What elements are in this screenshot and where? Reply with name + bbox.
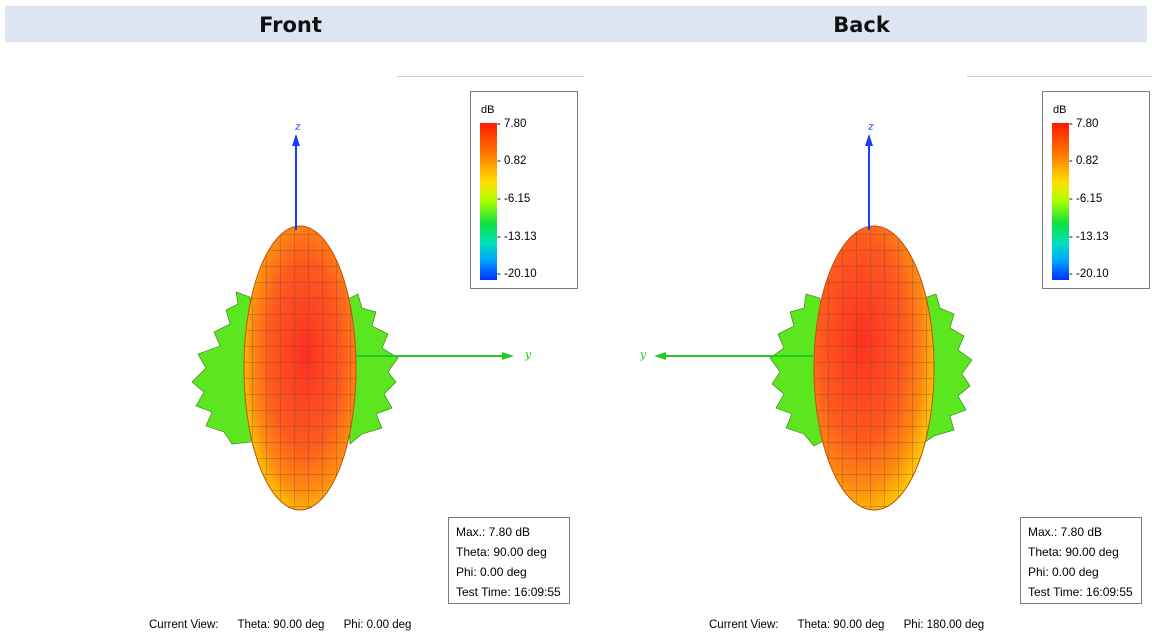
- view-border: [397, 76, 584, 77]
- current-view-theta: Theta: 90.00 deg: [797, 619, 885, 631]
- info-box: Max.: 7.80 dB Theta: 90.00 deg Phi: 0.00…: [448, 517, 570, 604]
- color-legend: dB - 7.80 - 0.82 - -6.15 - -13.13 - -20.…: [1042, 91, 1150, 289]
- left-side-lobe: [769, 293, 827, 447]
- info-box: Max.: 7.80 dB Theta: 90.00 deg Phi: 0.00…: [1020, 517, 1142, 604]
- current-view-label: Current View:: [709, 619, 779, 631]
- info-max: Max.: 7.80 dB: [1028, 525, 1103, 539]
- legend-colorbar: [480, 123, 497, 280]
- legend-tick: - -20.10: [1069, 268, 1109, 280]
- info-theta: Theta: 90.00 deg: [456, 545, 547, 559]
- front-radiation-pattern[interactable]: [0, 42, 576, 634]
- z-axis-arrow-icon: [865, 134, 873, 146]
- right-side-lobe: [921, 293, 973, 445]
- current-view-phi: Phi: 0.00 deg: [343, 619, 412, 631]
- y-axis-label: y: [640, 348, 647, 361]
- info-test-time: Test Time: 16:09:55: [456, 585, 561, 599]
- current-view-phi: Phi: 180.00 deg: [903, 619, 985, 631]
- header-bar: Front Back: [5, 6, 1147, 42]
- info-phi: Phi: 0.00 deg: [456, 565, 527, 579]
- front-panel[interactable]: z y dB - 7.80 - 0.82 - -6.15 - -13.13 - …: [0, 42, 584, 634]
- mesh-grid: [244, 226, 356, 510]
- mesh-grid: [814, 226, 934, 510]
- y-axis-arrow-icon: [654, 352, 666, 360]
- legend-tick: - -20.10: [497, 268, 537, 280]
- view-border: [967, 76, 1152, 77]
- z-axis-label: z: [868, 120, 874, 133]
- legend-unit: dB: [1053, 104, 1067, 116]
- current-view-theta: Theta: 90.00 deg: [237, 619, 325, 631]
- back-panel[interactable]: z y dB - 7.80 - 0.82 - -6.15 - -13.13 - …: [576, 42, 1152, 634]
- info-max: Max.: 7.80 dB: [456, 525, 531, 539]
- current-view-label: Current View:: [149, 619, 219, 631]
- z-axis-arrow-icon: [292, 134, 300, 146]
- legend-tick: - 0.82: [497, 155, 527, 167]
- info-phi: Phi: 0.00 deg: [1028, 565, 1099, 579]
- current-view: Current View: Theta: 90.00 deg Phi: 180.…: [709, 619, 1000, 631]
- right-side-lobe: [345, 293, 399, 445]
- z-axis-label: z: [295, 120, 301, 133]
- info-test-time: Test Time: 16:09:55: [1028, 585, 1133, 599]
- front-title: Front: [259, 13, 322, 37]
- back-radiation-pattern[interactable]: [576, 42, 1152, 634]
- y-axis-label: y: [525, 348, 532, 361]
- info-theta: Theta: 90.00 deg: [1028, 545, 1119, 559]
- y-axis-arrow-icon: [502, 352, 514, 360]
- current-view: Current View: Theta: 90.00 deg Phi: 0.00…: [149, 619, 427, 631]
- lobe-outline: [243, 225, 357, 511]
- legend-unit: dB: [481, 104, 495, 116]
- legend-tick: - -6.15: [497, 193, 531, 205]
- color-legend: dB - 7.80 - 0.82 - -6.15 - -13.13 - -20.…: [470, 91, 578, 289]
- back-title: Back: [833, 13, 890, 37]
- legend-tick: - 7.80: [497, 118, 527, 130]
- legend-tick: - -13.13: [1069, 231, 1109, 243]
- legend-tick: - 0.82: [1069, 155, 1099, 167]
- left-side-lobe: [191, 291, 253, 445]
- legend-colorbar: [1052, 123, 1069, 280]
- legend-tick: - 7.80: [1069, 118, 1099, 130]
- legend-tick: - -6.15: [1069, 193, 1103, 205]
- lobe-outline: [813, 225, 935, 511]
- legend-tick: - -13.13: [497, 231, 537, 243]
